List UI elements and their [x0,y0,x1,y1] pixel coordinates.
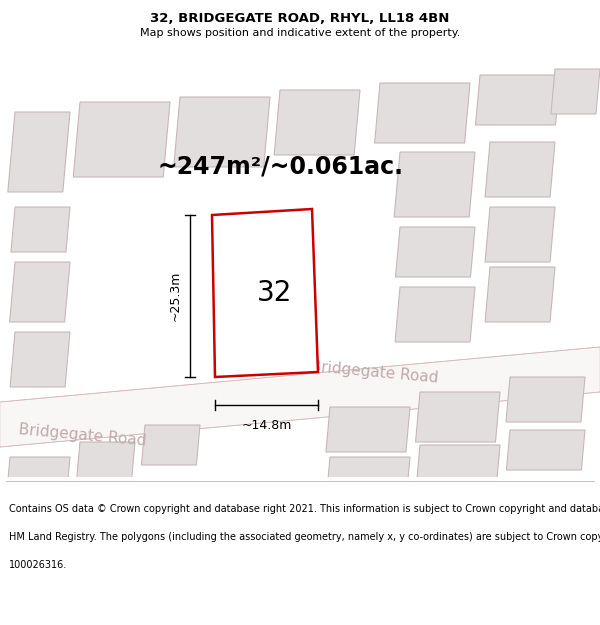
Text: Contains OS data © Crown copyright and database right 2021. This information is : Contains OS data © Crown copyright and d… [9,504,600,514]
Polygon shape [174,97,270,167]
Text: HM Land Registry. The polygons (including the associated geometry, namely x, y c: HM Land Registry. The polygons (includin… [9,532,600,542]
Polygon shape [73,102,170,177]
Polygon shape [326,457,410,497]
Text: Map shows position and indicative extent of the property.: Map shows position and indicative extent… [140,28,460,38]
Polygon shape [551,69,600,114]
Polygon shape [8,112,70,192]
Polygon shape [142,425,200,465]
Polygon shape [77,487,135,522]
Polygon shape [212,209,318,377]
Text: ~247m²/~0.061ac.: ~247m²/~0.061ac. [157,155,403,179]
Polygon shape [0,347,600,447]
Text: 100026316.: 100026316. [9,560,67,570]
Polygon shape [326,407,410,452]
Polygon shape [76,442,135,482]
Polygon shape [274,90,360,155]
Text: 32, BRIDGEGATE ROAD, RHYL, LL18 4BN: 32, BRIDGEGATE ROAD, RHYL, LL18 4BN [151,12,449,25]
Text: Bridgegate Road: Bridgegate Road [310,359,439,385]
Polygon shape [10,332,70,387]
Text: ~25.3m: ~25.3m [169,271,182,321]
Polygon shape [506,377,585,422]
Polygon shape [476,75,560,125]
Text: ~14.8m: ~14.8m [241,419,292,432]
Polygon shape [10,262,70,322]
Text: Bridgegate Road: Bridgegate Road [18,422,147,448]
Polygon shape [394,152,475,217]
Polygon shape [395,287,475,342]
Polygon shape [485,142,555,197]
Polygon shape [374,83,470,143]
Polygon shape [415,392,500,442]
Polygon shape [395,227,475,277]
Polygon shape [7,502,70,537]
Polygon shape [485,267,555,322]
Text: 32: 32 [257,279,292,308]
Polygon shape [416,445,500,485]
Polygon shape [506,430,585,470]
Polygon shape [7,457,70,497]
Polygon shape [485,207,555,262]
Polygon shape [11,207,70,252]
